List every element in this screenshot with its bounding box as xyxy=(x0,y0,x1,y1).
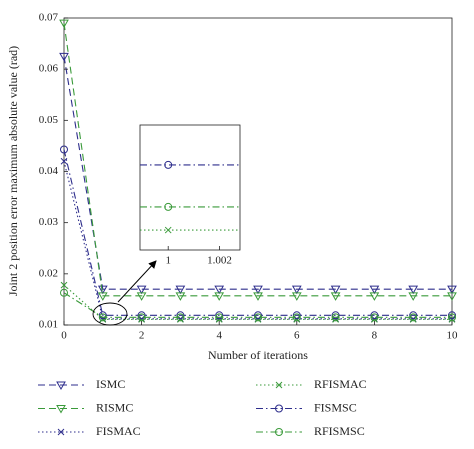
marker xyxy=(176,313,185,322)
y-tick-label: 0.02 xyxy=(39,267,58,279)
marker xyxy=(447,292,457,301)
marker xyxy=(60,145,68,154)
legend-marker xyxy=(56,405,66,414)
y-axis-label: Joint 2 position error maximum absolute … xyxy=(6,46,20,296)
marker xyxy=(369,285,380,295)
legend-label: FISMSC xyxy=(314,400,357,414)
x-tick-label: 10 xyxy=(447,330,459,342)
inset-frame xyxy=(139,124,241,251)
marker xyxy=(137,311,146,320)
marker xyxy=(175,292,186,301)
legend-marker xyxy=(57,428,65,436)
marker xyxy=(409,311,418,320)
marker xyxy=(330,292,341,301)
x-tick-label: 6 xyxy=(294,330,300,342)
series-line xyxy=(63,161,452,320)
marker xyxy=(60,288,68,297)
marker xyxy=(370,313,379,322)
marker xyxy=(448,313,456,322)
marker xyxy=(253,292,263,301)
marker xyxy=(98,311,107,320)
marker xyxy=(164,160,173,169)
legend-label: RFISMSC xyxy=(314,424,365,438)
marker xyxy=(137,313,146,322)
marker xyxy=(136,285,147,295)
marker xyxy=(60,281,68,289)
marker xyxy=(214,285,225,295)
y-tick-label: 0.01 xyxy=(39,319,58,331)
marker xyxy=(292,313,301,322)
marker xyxy=(254,311,262,320)
marker xyxy=(291,285,302,295)
x-tick-label: 0 xyxy=(61,330,67,342)
marker xyxy=(409,313,418,322)
zoom-arrow xyxy=(117,260,157,303)
series-line xyxy=(63,149,452,316)
zoom-circle xyxy=(92,302,128,326)
marker xyxy=(60,157,68,165)
series-line xyxy=(63,284,452,320)
marker xyxy=(291,292,302,301)
marker xyxy=(175,285,186,295)
marker xyxy=(215,311,224,320)
inset-plot: 1 1.002 xyxy=(140,160,240,267)
y-tick-label: 0.06 xyxy=(39,63,59,75)
y-tick-label: 0.03 xyxy=(39,216,59,228)
x-tick-label: 4 xyxy=(216,330,222,342)
x-tick-label: 2 xyxy=(139,330,145,342)
marker xyxy=(59,19,69,29)
legend: ISMC RISMC FISMAC RFISMAC FISMSC RFISMSC xyxy=(38,377,367,438)
legend-label: FISMAC xyxy=(96,424,141,438)
marker xyxy=(331,313,340,322)
marker xyxy=(408,285,419,295)
legend-label: ISMC xyxy=(96,377,125,391)
marker xyxy=(408,292,419,301)
x-tick-label: 1 xyxy=(165,255,171,267)
marker xyxy=(136,292,147,301)
y-tick-label: 0.04 xyxy=(39,165,59,177)
marker xyxy=(448,311,456,320)
marker xyxy=(214,292,225,301)
marker xyxy=(164,202,173,211)
marker xyxy=(253,285,263,295)
marker xyxy=(447,285,457,295)
legend-marker xyxy=(56,381,66,391)
series-line xyxy=(63,23,452,297)
series-line xyxy=(63,292,452,318)
marker xyxy=(97,292,108,301)
y-tick-label: 0.07 xyxy=(39,12,59,24)
marker xyxy=(59,52,69,62)
marker xyxy=(370,311,379,320)
x-tick-label: 1.002 xyxy=(207,255,232,267)
y-tick-label: 0.05 xyxy=(39,114,59,126)
legend-marker xyxy=(275,381,283,389)
marker xyxy=(98,313,107,322)
x-axis-label: Number of iterations xyxy=(208,348,308,362)
series-line xyxy=(63,56,452,290)
plot-frame xyxy=(63,17,453,326)
legend-label: RFISMAC xyxy=(314,377,367,391)
marker xyxy=(254,313,262,322)
marker xyxy=(330,285,341,295)
marker xyxy=(215,313,224,322)
marker xyxy=(164,226,172,234)
marker xyxy=(331,311,340,320)
main-plot: 0 2 4 6 8 10 0.01 0.02 0.03 0.04 0.05 0.06 0.07 xyxy=(39,12,458,342)
marker xyxy=(369,292,380,301)
marker xyxy=(176,311,185,320)
legend-marker xyxy=(275,404,283,413)
x-tick-label: 8 xyxy=(372,330,378,342)
legend-label: RISMC xyxy=(96,400,133,414)
marker xyxy=(97,285,108,295)
legend-marker xyxy=(275,428,283,436)
marker xyxy=(292,311,301,320)
